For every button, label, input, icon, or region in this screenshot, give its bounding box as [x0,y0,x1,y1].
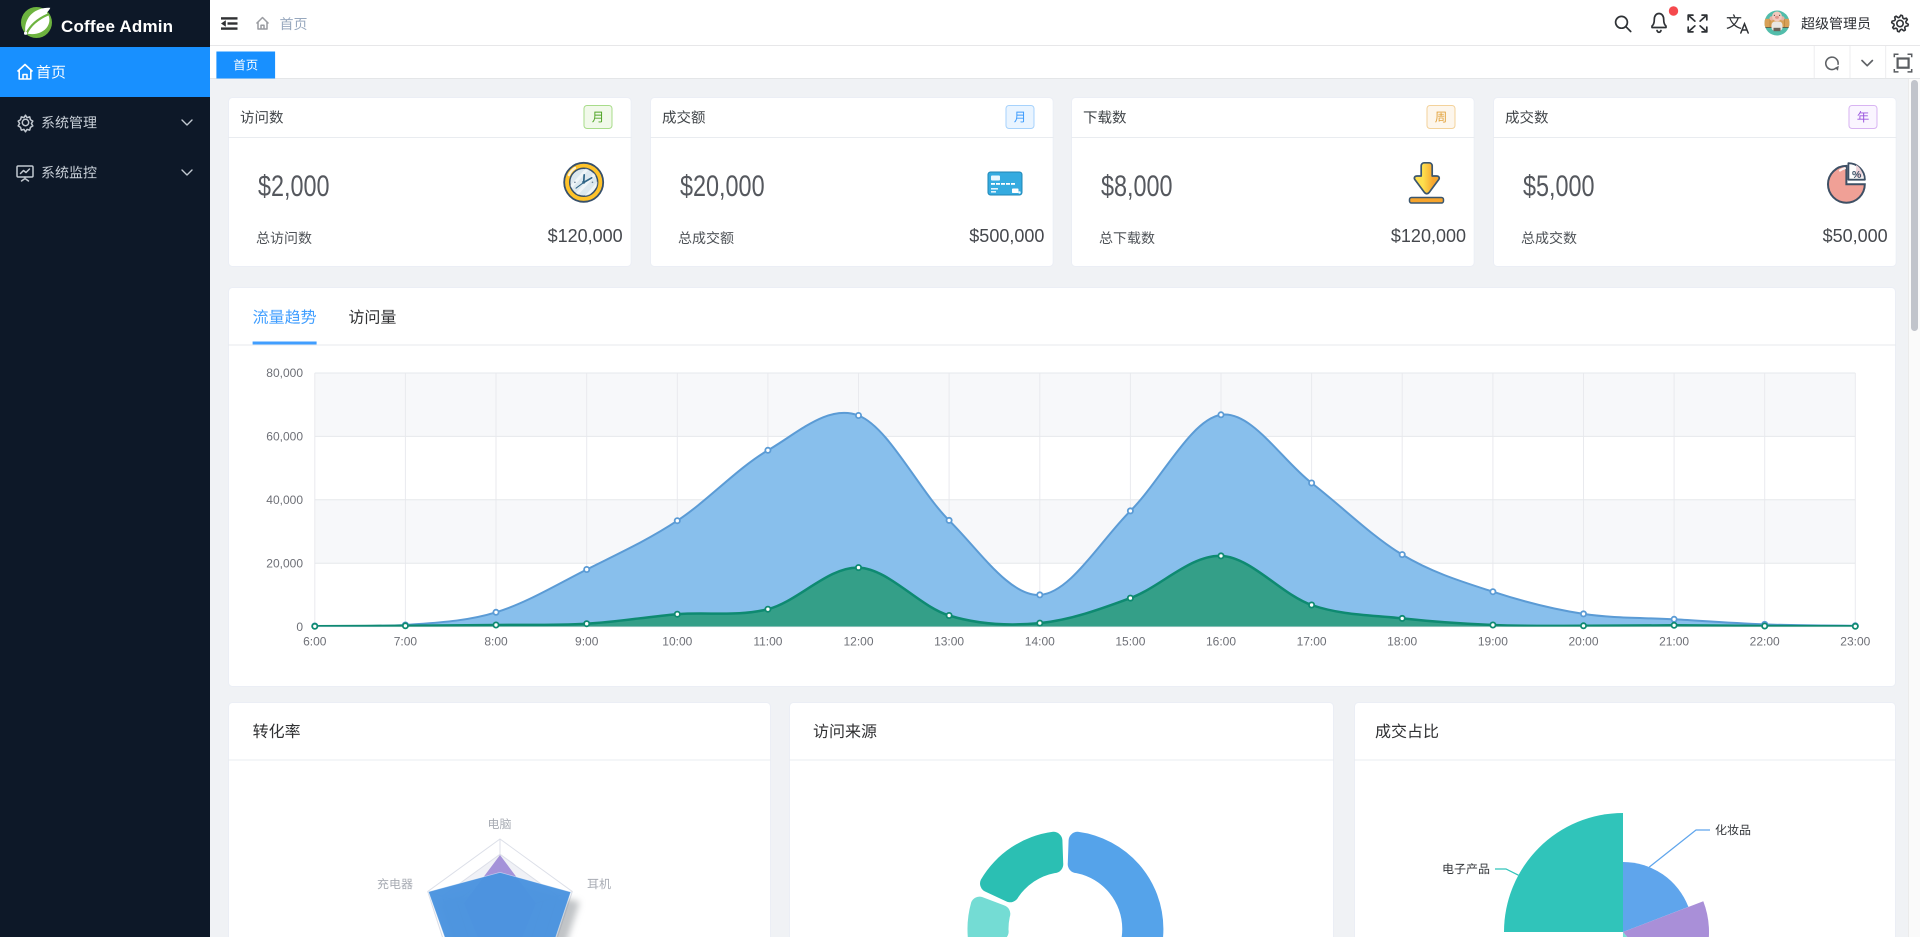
svg-text:%: % [1852,170,1862,181]
svg-text:0: 0 [296,620,303,634]
svg-text:12:00: 12:00 [843,635,873,649]
svg-text:60,000: 60,000 [266,430,303,444]
svg-text:19:00: 19:00 [1478,635,1508,649]
svg-text:20:00: 20:00 [1568,635,1598,649]
svg-text:22:00: 22:00 [1750,635,1780,649]
svg-text:40,000: 40,000 [266,493,303,507]
svg-text:7:00: 7:00 [394,635,418,649]
svg-text:17:00: 17:00 [1297,635,1327,649]
svg-text:20,000: 20,000 [266,556,303,570]
svg-text:15:00: 15:00 [1115,635,1145,649]
svg-text:6:00: 6:00 [303,635,327,649]
svg-text:13:00: 13:00 [934,635,964,649]
svg-text:14:00: 14:00 [1025,635,1055,649]
svg-text:80,000: 80,000 [266,366,303,380]
svg-text:21:00: 21:00 [1659,635,1689,649]
svg-text:23:00: 23:00 [1840,635,1870,649]
svg-text:11:00: 11:00 [753,635,782,649]
svg-text:8:00: 8:00 [484,635,508,649]
svg-text:10:00: 10:00 [662,635,692,649]
svg-text:9:00: 9:00 [575,635,599,649]
svg-text:18:00: 18:00 [1387,635,1417,649]
svg-text:16:00: 16:00 [1206,635,1236,649]
